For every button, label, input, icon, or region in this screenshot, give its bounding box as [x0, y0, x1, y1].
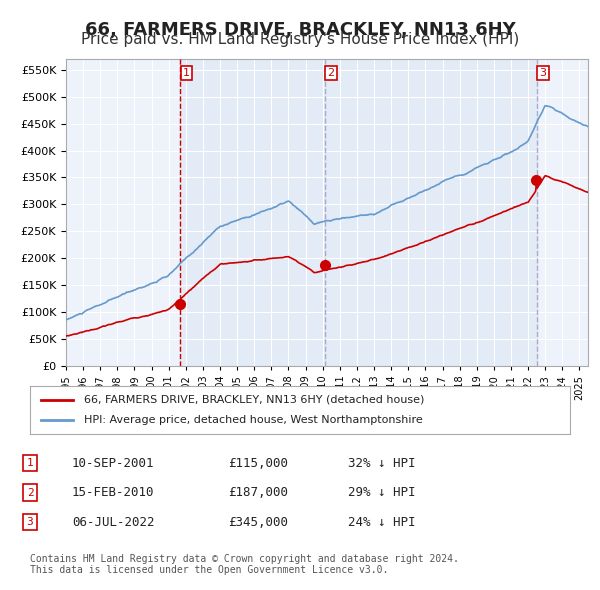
- Text: 3: 3: [26, 517, 34, 527]
- Text: 2: 2: [26, 488, 34, 497]
- Text: 1: 1: [26, 458, 34, 468]
- Text: 2: 2: [328, 68, 334, 78]
- Text: 66, FARMERS DRIVE, BRACKLEY, NN13 6HY (detached house): 66, FARMERS DRIVE, BRACKLEY, NN13 6HY (d…: [84, 395, 424, 405]
- Text: HPI: Average price, detached house, West Northamptonshire: HPI: Average price, detached house, West…: [84, 415, 423, 425]
- Bar: [325, 59, 537, 366]
- Text: 10-SEP-2001: 10-SEP-2001: [72, 457, 155, 470]
- Text: £187,000: £187,000: [228, 486, 288, 499]
- Text: 29% ↓ HPI: 29% ↓ HPI: [348, 486, 415, 499]
- Text: 06-JUL-2022: 06-JUL-2022: [72, 516, 155, 529]
- Bar: [181, 59, 325, 366]
- Text: 24% ↓ HPI: 24% ↓ HPI: [348, 516, 415, 529]
- Text: 1: 1: [183, 68, 190, 78]
- Text: £345,000: £345,000: [228, 516, 288, 529]
- Text: £115,000: £115,000: [228, 457, 288, 470]
- Text: Contains HM Land Registry data © Crown copyright and database right 2024.
This d: Contains HM Land Registry data © Crown c…: [30, 553, 459, 575]
- Text: Price paid vs. HM Land Registry's House Price Index (HPI): Price paid vs. HM Land Registry's House …: [81, 32, 519, 47]
- Text: 3: 3: [539, 68, 547, 78]
- Text: 15-FEB-2010: 15-FEB-2010: [72, 486, 155, 499]
- Text: 32% ↓ HPI: 32% ↓ HPI: [348, 457, 415, 470]
- Text: 66, FARMERS DRIVE, BRACKLEY, NN13 6HY: 66, FARMERS DRIVE, BRACKLEY, NN13 6HY: [85, 21, 515, 39]
